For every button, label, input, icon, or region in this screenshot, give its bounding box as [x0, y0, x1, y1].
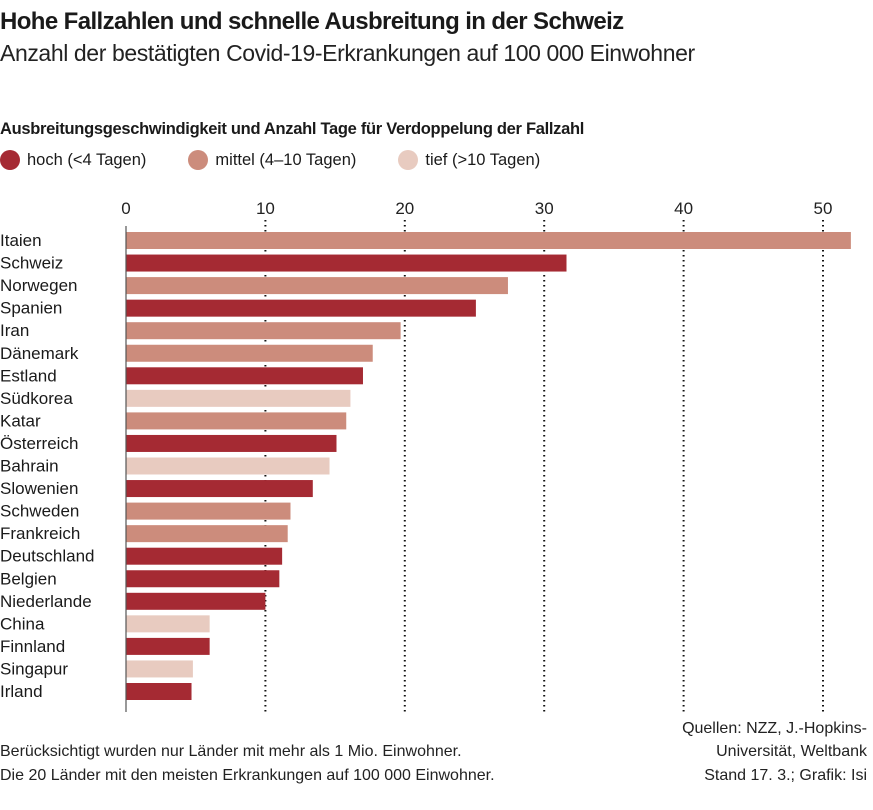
footnote-1: Berücksichtigt wurden nur Länder mit meh…: [0, 743, 462, 760]
legend-swatch-tief: [398, 150, 419, 170]
bar-dänemark: [126, 344, 373, 362]
bar-deutschland: [126, 547, 283, 565]
x-tick-label-50: 50: [814, 199, 833, 218]
legend-swatch-hoch: [0, 150, 20, 170]
legend-label-mittel: mittel (4–10 Tagen): [215, 150, 357, 169]
category-label-spanien: Spanien: [0, 299, 62, 318]
category-label-singapur: Singapur: [0, 659, 68, 678]
category-label-itaien: Itaien: [0, 231, 42, 250]
category-label-frankreich: Frankreich: [0, 524, 80, 543]
bar-frankreich: [126, 525, 288, 543]
bar-schweden: [126, 502, 291, 520]
bars: [126, 232, 851, 700]
bar-schweiz: [126, 254, 567, 272]
legend: hoch (<4 Tagen) mittel (4–10 Tagen) tief…: [0, 150, 582, 170]
legend-item-tief: tief (>10 Tagen): [398, 150, 540, 170]
bar-finnland: [126, 637, 210, 655]
bar-itaien: [126, 232, 851, 249]
category-label-iran: Iran: [0, 321, 29, 340]
category-label-österreich: Österreich: [0, 434, 78, 453]
chart-subtitle: Anzahl der bestätigten Covid-19-Erkranku…: [0, 40, 695, 66]
x-tick-label-20: 20: [395, 199, 414, 218]
x-tick-label-10: 10: [256, 199, 275, 218]
category-label-slowenien: Slowenien: [0, 479, 78, 498]
bar-spanien: [126, 299, 476, 317]
bar-österreich: [126, 434, 337, 452]
chart-heading: Ausbreitungsgeschwindigkeit und Anzahl T…: [0, 120, 585, 138]
category-label-norwegen: Norwegen: [0, 276, 78, 295]
bar-norwegen: [126, 277, 508, 295]
bar-niederlande: [126, 592, 266, 610]
bar-bahrain: [126, 457, 330, 475]
x-tick-label-40: 40: [674, 199, 693, 218]
category-label-südkorea: Südkorea: [0, 389, 73, 408]
bar-china: [126, 615, 210, 633]
bar-südkorea: [126, 389, 351, 407]
category-label-dänemark: Dänemark: [0, 344, 79, 363]
category-label-schweden: Schweden: [0, 502, 79, 521]
category-labels: Itaien Schweiz Norwegen Spanien Iran Dänemark…: [0, 231, 95, 701]
bar-belgien: [126, 570, 280, 588]
x-tick-labels: 0 10 20 30 40 50: [121, 199, 832, 218]
bar-slowenien: [126, 480, 313, 498]
bar-singapur: [126, 660, 193, 678]
legend-label-tief: tief (>10 Tagen): [425, 150, 541, 169]
legend-swatch-mittel: [188, 150, 209, 170]
category-label-irland: Irland: [0, 682, 43, 701]
source-line-3: Stand 17. 3.; Grafik: Isi: [704, 767, 867, 784]
bar-chart: 0 10 20 30 40 50 Itaien Schweiz Norwegen Spanien…: [0, 199, 851, 712]
category-label-china: China: [0, 614, 45, 633]
bar-estland: [126, 367, 363, 385]
category-label-niederlande: Niederlande: [0, 592, 92, 611]
category-label-bahrain: Bahrain: [0, 457, 59, 476]
category-label-finnland: Finnland: [0, 637, 65, 656]
x-tick-label-30: 30: [535, 199, 554, 218]
source-line-1: Quellen: NZZ, J.-Hopkins-: [682, 720, 867, 737]
footnote-2: Die 20 Länder mit den meisten Erkrankung…: [0, 767, 495, 784]
x-tick-label-0: 0: [121, 199, 130, 218]
bar-iran: [126, 322, 401, 340]
chart-title: Hohe Fallzahlen und schnelle Ausbreitung…: [0, 8, 624, 35]
source-line-2: Universität, Weltbank: [716, 743, 867, 760]
category-label-deutschland: Deutschland: [0, 547, 95, 566]
category-label-estland: Estland: [0, 366, 57, 385]
legend-item-mittel: mittel (4–10 Tagen): [188, 150, 356, 170]
category-label-belgien: Belgien: [0, 569, 57, 588]
legend-item-hoch: hoch (<4 Tagen): [0, 150, 146, 170]
category-label-schweiz: Schweiz: [0, 254, 63, 273]
legend-label-hoch: hoch (<4 Tagen): [27, 150, 147, 169]
bar-katar: [126, 412, 347, 430]
category-label-katar: Katar: [0, 411, 41, 430]
bar-irland: [126, 683, 192, 700]
